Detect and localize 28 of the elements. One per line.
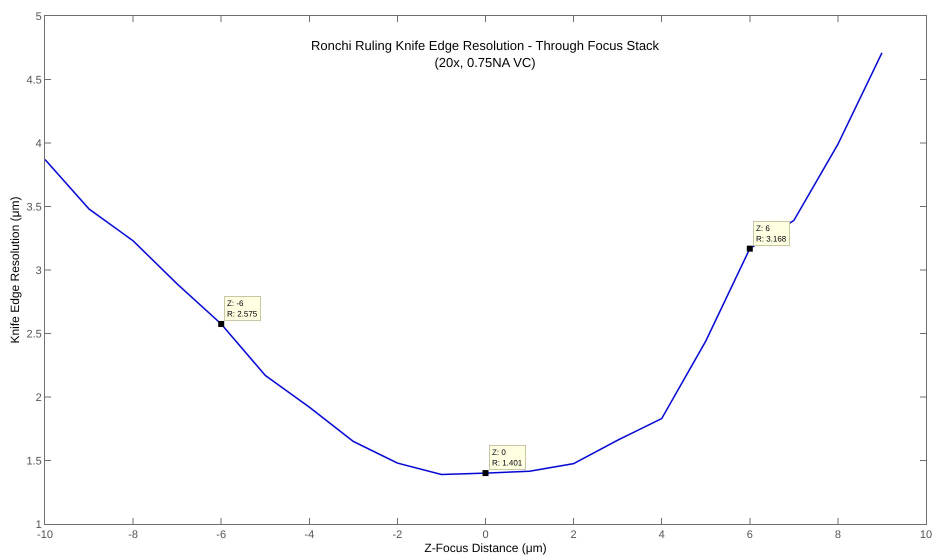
line-series	[45, 52, 883, 476]
x-tick-label: -2	[392, 529, 402, 542]
x-tick-label: 2	[570, 529, 577, 542]
y-tick-label: 2	[36, 392, 42, 404]
x-tick-label: -6	[216, 529, 226, 542]
annotation: Z: -6 R: 2.575	[227, 299, 258, 318]
x-axis-title: Z-Focus Distance (μm)	[424, 541, 547, 556]
text: Ronchi Ruling Knife Edge Resolution - Through Focus Stack	[311, 38, 660, 53]
y-tick-label: 4	[36, 138, 42, 150]
y-tick-label: 5	[36, 10, 42, 23]
y-tick-label: 3.5	[26, 201, 42, 214]
x-tick-label: -10	[37, 529, 53, 542]
y-axis-title: Knife Edge Resolution (μm)	[8, 196, 22, 344]
x-tick-label: 6	[746, 529, 753, 542]
annotation: Z: 0 R: 1.401	[492, 448, 523, 468]
y-tick-label: 1.5	[26, 455, 42, 468]
y-tick-label: 1	[36, 518, 42, 531]
x-tick-label: -8	[128, 529, 138, 542]
x-tick-label: 8	[834, 529, 841, 542]
y-tick-label: 3	[36, 264, 42, 277]
y-tick-label: 4.5	[26, 74, 42, 86]
x-tick-label: 4	[658, 529, 665, 542]
x-tick-label: -4	[304, 529, 314, 542]
y-tick-label: 2.5	[26, 328, 42, 340]
annotation: Z: 6 R: 3.168	[756, 224, 787, 244]
x-tick-label: 10	[920, 529, 932, 542]
text: (20x, 0.75NA VC)	[434, 54, 536, 70]
x-tick-label: 0	[482, 529, 489, 542]
